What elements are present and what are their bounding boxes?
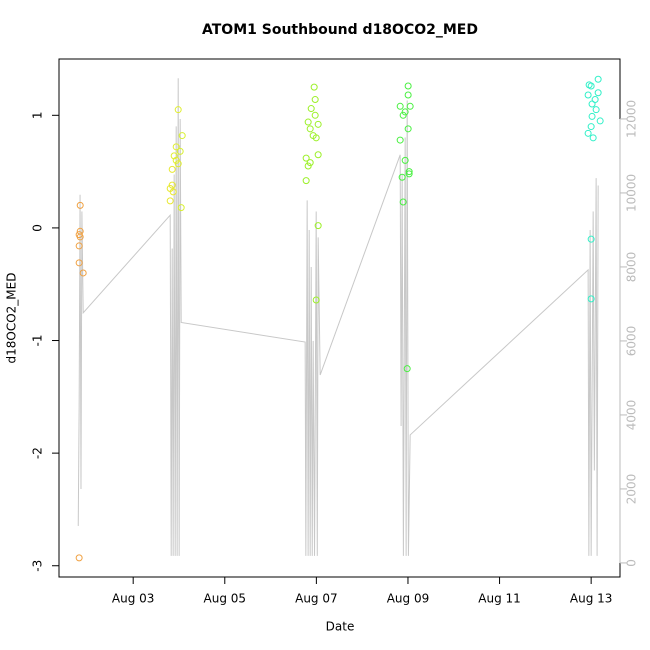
data-point [587,82,595,90]
y2-tick-label: 6000 [625,326,639,357]
x-tick-label: Aug 07 [295,592,338,606]
data-point [312,296,320,304]
y2-tick-label: 0 [625,559,639,567]
data-point [592,106,600,114]
y2-tick-label: 10000 [625,174,639,212]
data-point [403,365,411,373]
data-point [401,108,409,116]
data-point [596,117,604,125]
data-point [302,154,310,162]
data-point [398,173,406,181]
y-tick-label: 0 [31,224,45,232]
data-point [75,242,83,250]
data-point [79,269,87,277]
data-point [168,181,176,189]
chart-title: ATOM1 Southbound d18OCO2_MED [202,22,478,38]
data-point [177,204,185,212]
data-point [174,160,182,168]
y2-tick-label: 2000 [625,474,639,505]
data-point [76,201,84,209]
data-point [314,151,322,159]
x-tick-label: Aug 03 [112,592,155,606]
data-point [396,102,404,110]
data-point [311,111,319,119]
data-point [75,259,83,267]
data-point [406,102,414,110]
data-point [314,222,322,230]
data-point [404,82,412,90]
data-point [399,198,407,206]
data-point [587,295,595,303]
y-tick-label: -3 [31,560,45,572]
data-point [172,156,180,164]
x-tick-label: Aug 13 [570,592,613,606]
data-point [176,147,184,155]
data-point [584,91,592,99]
data-point [304,118,312,126]
data-point [168,165,176,173]
data-point [594,89,602,97]
data-point [172,143,180,151]
y-tick-label: -1 [31,335,45,347]
y-tick-label: -2 [31,447,45,459]
data-point [588,112,596,120]
y2-tick-label: 4000 [625,400,639,431]
data-point [76,233,84,241]
data-point [405,170,413,178]
data-point [396,136,404,144]
data-point [170,152,178,160]
data-point [404,125,412,133]
data-point [584,129,592,137]
x-tick-label: Aug 11 [478,592,521,606]
y-axis-label: d18OCO2_MED [5,273,19,364]
data-point [310,83,318,91]
data-point [75,554,83,562]
data-point [401,156,409,164]
data-point [306,125,314,133]
data-point [314,120,322,128]
x-axis-label: Date [326,620,355,634]
data-point [174,106,182,114]
y2-tick-label: 8000 [625,252,639,283]
data-point [404,91,412,99]
data-point [307,105,315,113]
data-point [306,159,314,167]
y-tick-label: 1 [31,111,45,119]
data-point [312,134,320,142]
data-point [399,111,407,119]
data-point [589,134,597,142]
data-point [178,132,186,140]
y2-tick-label: 12000 [625,100,639,138]
data-point [587,235,595,243]
data-point [304,162,312,170]
data-point [311,96,319,104]
x-tick-label: Aug 09 [387,592,430,606]
data-point [302,177,310,185]
data-point [169,188,177,196]
data-point [588,100,596,108]
data-point [166,197,174,205]
data-point [594,75,602,83]
x-tick-label: Aug 05 [204,592,247,606]
data-point [587,123,595,131]
data-point [405,168,413,176]
altitude-line [77,78,599,556]
